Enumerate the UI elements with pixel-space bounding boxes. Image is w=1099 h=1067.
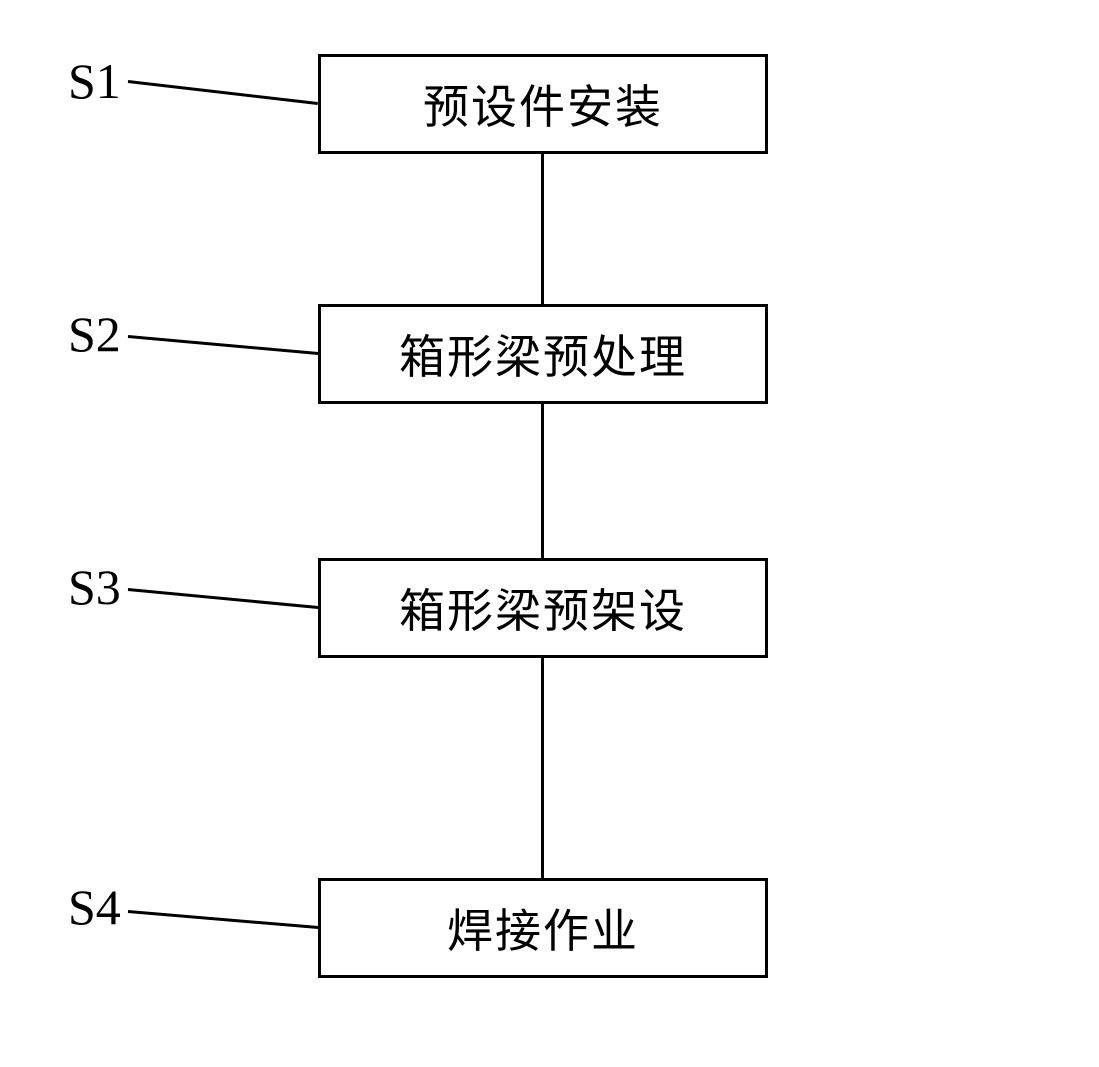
step-box-s2: 箱形梁预处理 [318,304,768,404]
connector-s2-s3 [541,404,544,558]
step-label-s1: S1 [68,52,121,110]
label-connector-s4 [128,910,318,929]
step-text-s2: 箱形梁预处理 [399,321,687,387]
step-text-s1: 预设件安装 [423,71,663,137]
label-connector-s2 [128,335,318,355]
step-text-s3: 箱形梁预架设 [399,575,687,641]
connector-s1-s2 [541,154,544,304]
connector-s3-s4 [541,658,544,878]
step-box-s3: 箱形梁预架设 [318,558,768,658]
label-connector-s3 [128,588,318,609]
step-box-s4: 焊接作业 [318,878,768,978]
flowchart-container: S1 预设件安装 S2 箱形梁预处理 S3 箱形梁预架设 S4 焊接作业 [0,0,1099,1067]
label-connector-s1 [128,80,318,105]
step-label-s4: S4 [68,878,121,936]
step-label-s3: S3 [68,558,121,616]
step-box-s1: 预设件安装 [318,54,768,154]
step-text-s4: 焊接作业 [447,895,639,961]
step-label-s2: S2 [68,305,121,363]
